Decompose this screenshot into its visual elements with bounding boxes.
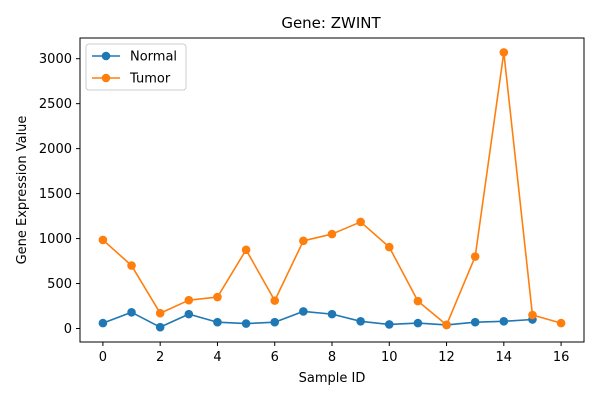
x-tick-label: 16 [553, 350, 570, 365]
data-point-normal [299, 307, 308, 316]
legend: Normal Tumor [85, 43, 187, 91]
data-point-tumor [356, 217, 365, 227]
data-point-tumor [499, 48, 509, 57]
data-point-tumor [241, 245, 251, 255]
x-tick-label: 4 [213, 350, 221, 365]
y-tick-label: 0 [64, 322, 72, 337]
x-tick-label: 12 [438, 350, 455, 365]
y-tick-label: 1000 [39, 232, 72, 247]
y-tick-label: 2500 [39, 97, 72, 112]
data-point-normal [127, 308, 136, 317]
data-point-normal [241, 319, 251, 328]
x-tick-label: 0 [99, 350, 107, 365]
chart-title: Gene: ZWINT [281, 14, 381, 32]
y-tick-label: 500 [47, 277, 72, 292]
data-point-normal [213, 317, 222, 327]
legend-label-tumor: Tumor [129, 72, 171, 87]
data-point-tumor [470, 252, 480, 261]
data-point-tumor [556, 318, 566, 328]
legend-marker-tumor [101, 73, 111, 83]
data-point-normal [356, 317, 365, 326]
data-point-normal [327, 309, 337, 319]
legend-marker-normal [101, 51, 111, 61]
y-axis: 0 500 1000 1500 2000 2500 3000 [39, 52, 80, 337]
data-point-tumor [442, 320, 451, 330]
data-point-normal [413, 318, 423, 328]
y-tick-label: 1500 [39, 187, 72, 202]
data-point-tumor [155, 308, 165, 318]
y-tick-label: 3000 [39, 52, 72, 67]
y-axis-label: Gene Expression Value [15, 116, 30, 265]
data-point-normal [184, 309, 194, 319]
data-point-tumor [384, 242, 394, 252]
y-tick-label: 2000 [39, 142, 72, 157]
data-point-tumor [270, 296, 280, 305]
data-point-tumor [327, 229, 337, 239]
data-point-tumor [299, 236, 308, 246]
data-point-tumor [184, 295, 194, 305]
x-tick-label: 2 [156, 350, 164, 365]
x-tick-label: 10 [381, 350, 398, 365]
x-axis-label: Sample ID [299, 371, 366, 386]
data-point-normal [155, 322, 165, 332]
data-point-normal [470, 317, 480, 327]
x-tick-label: 14 [496, 350, 513, 365]
x-axis: 0 2 4 6 8 10 12 14 16 [99, 342, 570, 365]
data-point-tumor [213, 292, 222, 302]
series-line-normal [102, 310, 533, 328]
data-point-normal [98, 318, 108, 328]
data-point-tumor [413, 296, 423, 306]
data-point-normal [499, 317, 509, 326]
data-point-tumor [127, 261, 136, 270]
x-tick-label: 8 [328, 350, 336, 365]
series-line-tumor [102, 51, 562, 326]
data-point-tumor [528, 310, 537, 320]
data-point-normal [270, 317, 280, 327]
legend-label-normal: Normal [130, 50, 177, 65]
data-point-tumor [98, 235, 108, 245]
data-point-normal [384, 320, 394, 329]
x-tick-label: 6 [271, 350, 279, 365]
plot-area [98, 48, 566, 332]
